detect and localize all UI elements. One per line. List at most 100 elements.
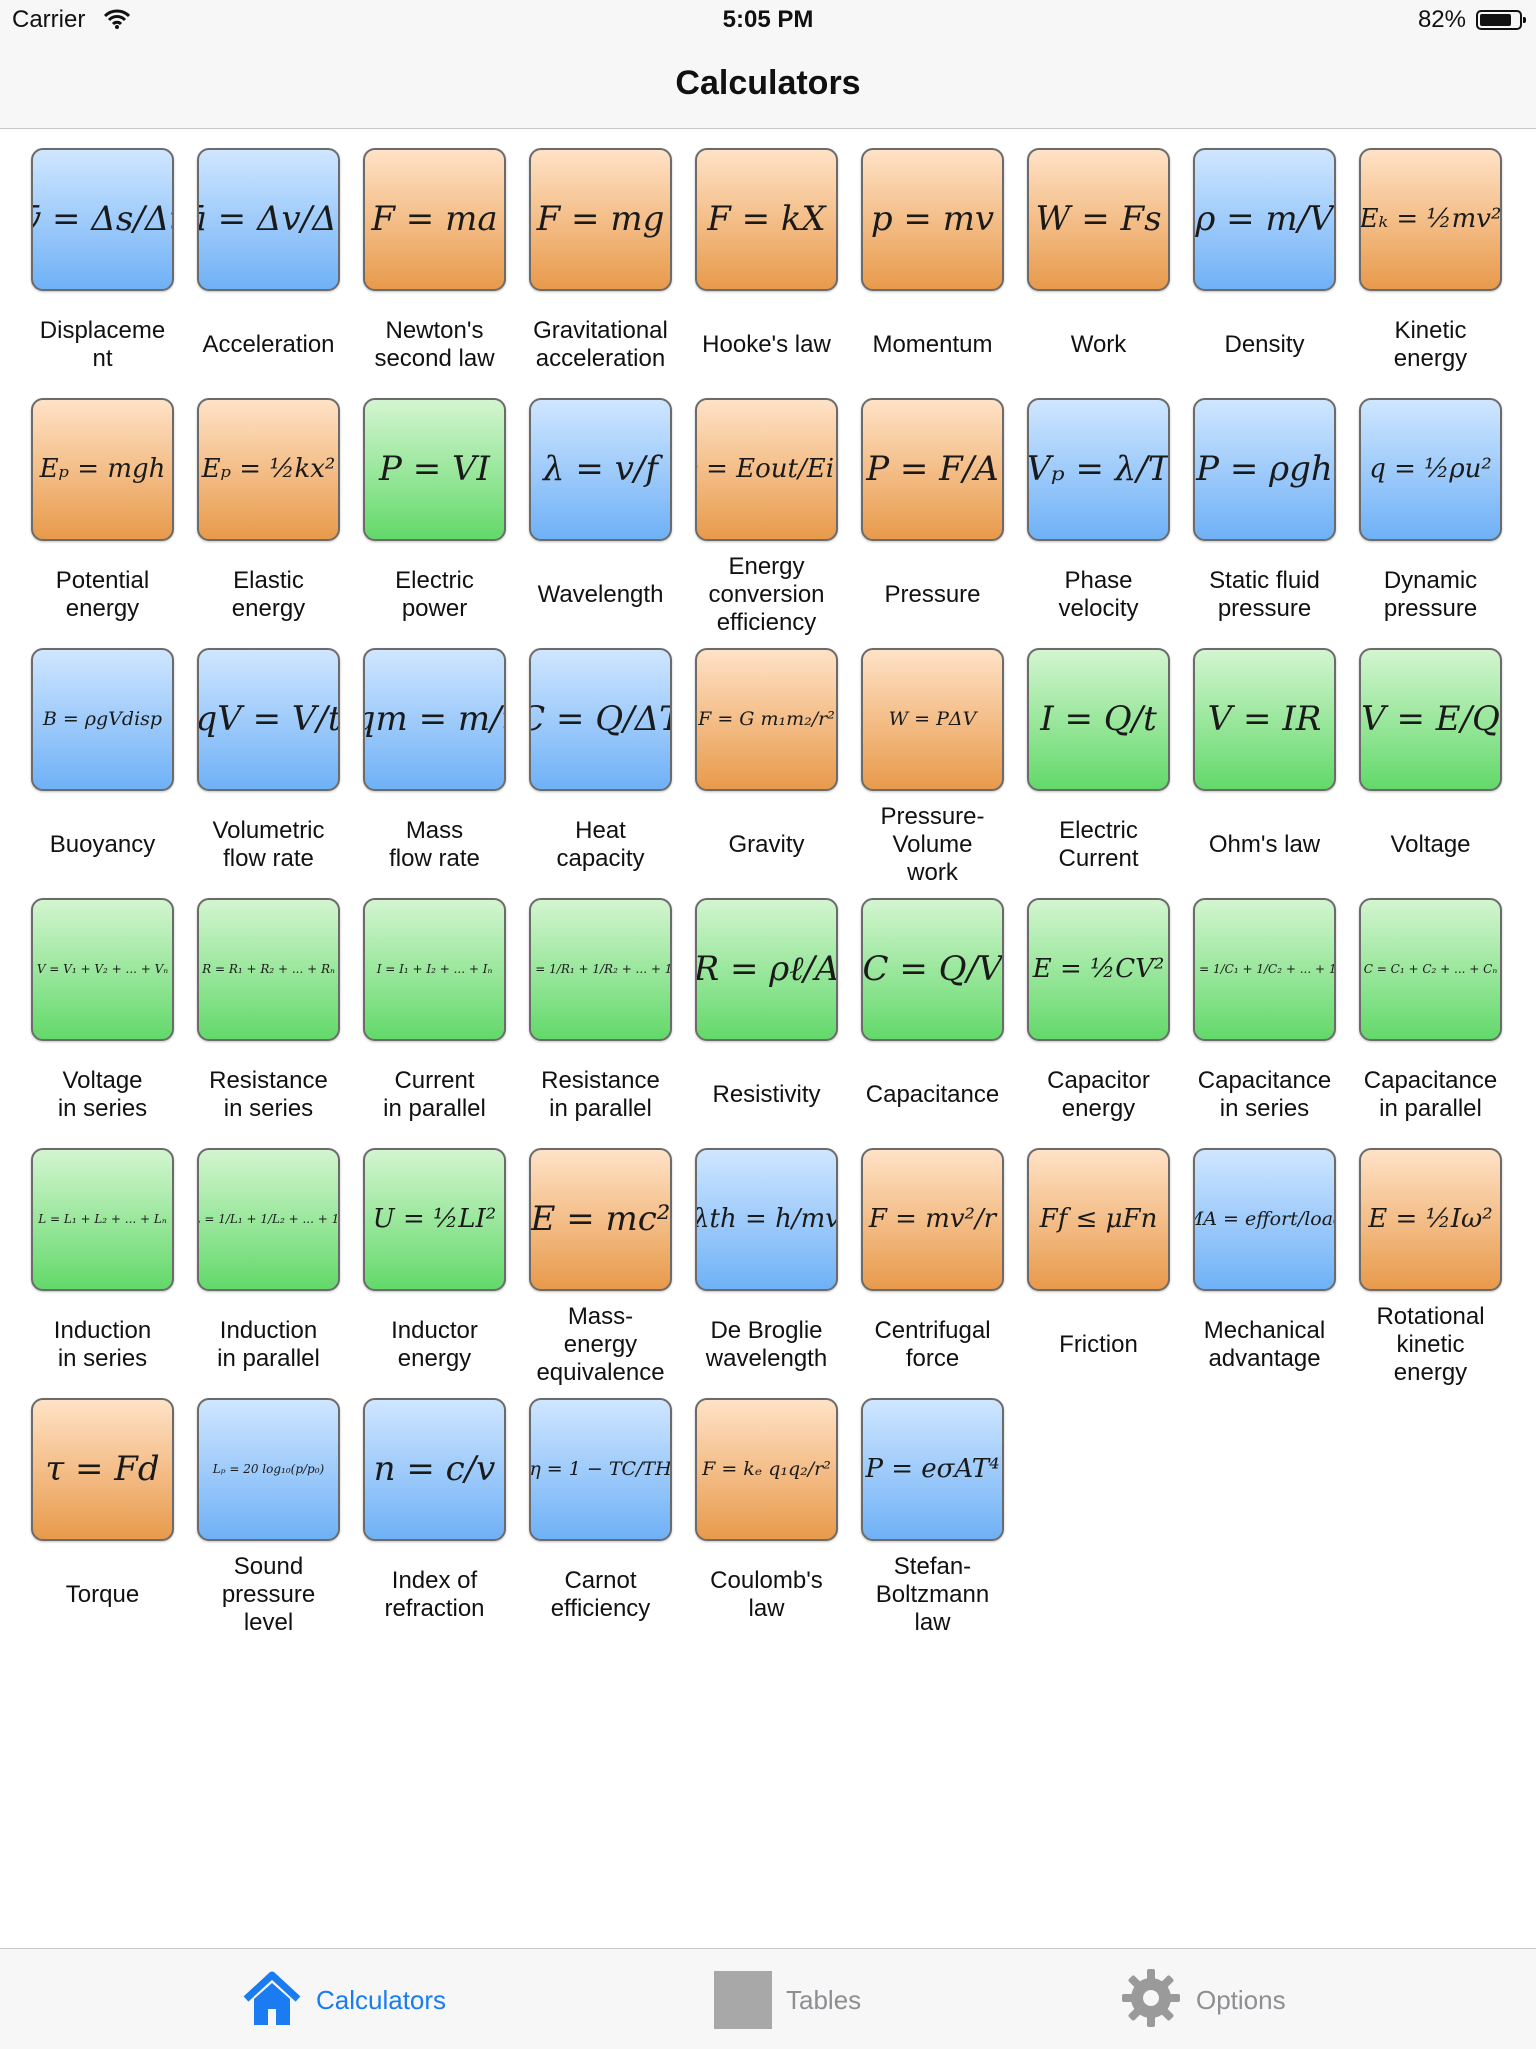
formula-tile[interactable]: L = L₁ + L₂ + ... + Lₙ: [31, 1148, 174, 1291]
calculator-tile[interactable]: P = eσAT⁴ Stefan- Boltzmann law: [861, 1398, 1004, 1648]
formula-tile[interactable]: F = ma: [363, 148, 506, 291]
formula-tile[interactable]: E = ½CV²: [1027, 898, 1170, 1041]
tab-calculators[interactable]: Calculators: [242, 1971, 446, 2025]
formula-tile[interactable]: 1/L = 1/L₁ + 1/L₂ + ... + 1/Lₙ: [197, 1148, 340, 1291]
calculator-tile[interactable]: C = Q/V Capacitance: [861, 898, 1004, 1148]
calculator-tile[interactable]: Eₚ = ½kx² Elastic energy: [197, 398, 340, 648]
formula-tile[interactable]: n = c/v: [363, 1398, 506, 1541]
formula-tile[interactable]: V = E/Q: [1359, 648, 1502, 791]
formula-tile[interactable]: I = Q/t: [1027, 648, 1170, 791]
formula-tile[interactable]: F = kₑ q₁q₂/r²: [695, 1398, 838, 1541]
calculator-tile[interactable]: P = ρgh Static fluid pressure: [1193, 398, 1336, 648]
formula-tile[interactable]: λth = h/mv: [695, 1148, 838, 1291]
tab-options[interactable]: Options: [1120, 1968, 1286, 2027]
calculator-tile[interactable]: v̄ = Δs/Δt Displaceme nt: [31, 148, 174, 398]
calculator-tile[interactable]: U = ½LI² Inductor energy: [363, 1148, 506, 1398]
calculator-tile[interactable]: W = Fs Work: [1027, 148, 1170, 398]
formula-tile[interactable]: F = kX: [695, 148, 838, 291]
formula-tile[interactable]: q = ½ρu²: [1359, 398, 1502, 541]
calculator-tile[interactable]: η = 1 − TC/TH Carnot efficiency: [529, 1398, 672, 1648]
calculator-tile[interactable]: F = ma Newton's second law: [363, 148, 506, 398]
formula-tile[interactable]: B = ρgVdisp: [31, 648, 174, 791]
calculator-tile[interactable]: F = mv²/r Centrifugal force: [861, 1148, 1004, 1398]
calculator-tile[interactable]: P = VI Electric power: [363, 398, 506, 648]
calculator-tile[interactable]: ρ = m/V Density: [1193, 148, 1336, 398]
formula-tile[interactable]: P = ρgh: [1193, 398, 1336, 541]
formula-tile[interactable]: τ = Fd: [31, 1398, 174, 1541]
calculator-tile[interactable]: λth = h/mv De Broglie wavelength: [695, 1148, 838, 1398]
calculator-tile[interactable]: F = mg Gravitational acceleration: [529, 148, 672, 398]
calculator-tile[interactable]: qV = V/t Volumetric flow rate: [197, 648, 340, 898]
formula-tile[interactable]: v̄ = Δs/Δt: [31, 148, 174, 291]
formula-tile[interactable]: P = VI: [363, 398, 506, 541]
calculator-tile[interactable]: F = kX Hooke's law: [695, 148, 838, 398]
calculator-tile[interactable]: qm = m/t Mass flow rate: [363, 648, 506, 898]
calculator-tile[interactable]: 1/R = 1/R₁ + 1/R₂ + ... + 1/Rₙ Resistance…: [529, 898, 672, 1148]
formula-tile[interactable]: p = mv: [861, 148, 1004, 291]
formula-tile[interactable]: Eₚ = mgh: [31, 398, 174, 541]
formula-tile[interactable]: C = C₁ + C₂ + ... + Cₙ: [1359, 898, 1502, 1041]
formula-tile[interactable]: 1/C = 1/C₁ + 1/C₂ + ... + 1/Cₙ: [1193, 898, 1336, 1041]
formula-tile[interactable]: V = V₁ + V₂ + ... + Vₙ: [31, 898, 174, 1041]
calculator-tile[interactable]: λ = v/f Wavelength: [529, 398, 672, 648]
calculator-tile[interactable]: E = mc² Mass- energy equivalence: [529, 1148, 672, 1398]
formula-tile[interactable]: F = mv²/r: [861, 1148, 1004, 1291]
formula-tile[interactable]: W = PΔV: [861, 648, 1004, 791]
calculator-tile[interactable]: I = I₁ + I₂ + ... + Iₙ Current in paralle…: [363, 898, 506, 1148]
formula-tile[interactable]: P = F/A: [861, 398, 1004, 541]
calculator-tile[interactable]: Vₚ = λ/T Phase velocity: [1027, 398, 1170, 648]
formula-tile[interactable]: E = ½Iω²: [1359, 1148, 1502, 1291]
tab-tables[interactable]: Tables: [714, 1971, 861, 2029]
calculator-tile[interactable]: Eₖ = ½mv² Kinetic energy: [1359, 148, 1502, 398]
calculator-tile[interactable]: τ = Fd Torque: [31, 1398, 174, 1648]
calculator-tile[interactable]: P = F/A Pressure: [861, 398, 1004, 648]
calculator-tile[interactable]: E = ½CV² Capacitor energy: [1027, 898, 1170, 1148]
formula-tile[interactable]: Eₖ = ½mv²: [1359, 148, 1502, 291]
calculator-tile[interactable]: Lₚ = 20 log₁₀(p/p₀) Sound pressure level: [197, 1398, 340, 1648]
formula-tile[interactable]: ā = Δv/Δt: [197, 148, 340, 291]
formula-tile[interactable]: qV = V/t: [197, 648, 340, 791]
formula-tile[interactable]: C = Q/V: [861, 898, 1004, 1041]
calculator-tile[interactable]: W = PΔV Pressure- Volume work: [861, 648, 1004, 898]
calculator-tile[interactable]: Eₚ = mgh Potential energy: [31, 398, 174, 648]
formula-tile[interactable]: η = 1 − TC/TH: [529, 1398, 672, 1541]
formula-tile[interactable]: qm = m/t: [363, 648, 506, 791]
calculator-tile[interactable]: V = E/Q Voltage: [1359, 648, 1502, 898]
formula-tile[interactable]: Ff ≤ μFn: [1027, 1148, 1170, 1291]
formula-tile[interactable]: R = ρℓ/A: [695, 898, 838, 1041]
calculator-tile[interactable]: C = C₁ + C₂ + ... + Cₙ Capacitance in par…: [1359, 898, 1502, 1148]
formula-tile[interactable]: 1/R = 1/R₁ + 1/R₂ + ... + 1/Rₙ: [529, 898, 672, 1041]
formula-tile[interactable]: V = IR: [1193, 648, 1336, 791]
formula-tile[interactable]: η = Eout/Ein: [695, 398, 838, 541]
formula-tile[interactable]: Eₚ = ½kx²: [197, 398, 340, 541]
calculator-tile[interactable]: E = ½Iω² Rotational kinetic energy: [1359, 1148, 1502, 1398]
calculator-tile[interactable]: C = Q/ΔT Heat capacity: [529, 648, 672, 898]
formula-tile[interactable]: F = mg: [529, 148, 672, 291]
calculator-tile[interactable]: I = Q/t Electric Current: [1027, 648, 1170, 898]
formula-tile[interactable]: F = G m₁m₂/r²: [695, 648, 838, 791]
calculator-tile[interactable]: F = kₑ q₁q₂/r² Coulomb's law: [695, 1398, 838, 1648]
calculator-tile[interactable]: B = ρgVdisp Buoyancy: [31, 648, 174, 898]
calculator-tile[interactable]: p = mv Momentum: [861, 148, 1004, 398]
calculator-tile[interactable]: F = G m₁m₂/r² Gravity: [695, 648, 838, 898]
formula-tile[interactable]: E = mc²: [529, 1148, 672, 1291]
formula-tile[interactable]: W = Fs: [1027, 148, 1170, 291]
formula-tile[interactable]: Vₚ = λ/T: [1027, 398, 1170, 541]
calculator-tile[interactable]: V = V₁ + V₂ + ... + Vₙ Voltage in series: [31, 898, 174, 1148]
calculator-tile[interactable]: q = ½ρu² Dynamic pressure: [1359, 398, 1502, 648]
formula-tile[interactable]: Lₚ = 20 log₁₀(p/p₀): [197, 1398, 340, 1541]
formula-tile[interactable]: U = ½LI²: [363, 1148, 506, 1291]
calculator-tile[interactable]: η = Eout/Ein Energy conversion efficiency: [695, 398, 838, 648]
formula-tile[interactable]: I = I₁ + I₂ + ... + Iₙ: [363, 898, 506, 1041]
formula-tile[interactable]: R = R₁ + R₂ + ... + Rₙ: [197, 898, 340, 1041]
formula-tile[interactable]: λ = v/f: [529, 398, 672, 541]
calculator-tile[interactable]: 1/C = 1/C₁ + 1/C₂ + ... + 1/Cₙ Capacitanc…: [1193, 898, 1336, 1148]
calculator-tile[interactable]: MA = effort/load Mechanical advantage: [1193, 1148, 1336, 1398]
formula-tile[interactable]: P = eσAT⁴: [861, 1398, 1004, 1541]
calculator-tile[interactable]: n = c/v Index of refraction: [363, 1398, 506, 1648]
calculator-tile[interactable]: ā = Δv/Δt Acceleration: [197, 148, 340, 398]
formula-tile[interactable]: ρ = m/V: [1193, 148, 1336, 291]
calculator-tile[interactable]: R = ρℓ/A Resistivity: [695, 898, 838, 1148]
calculator-tile[interactable]: 1/L = 1/L₁ + 1/L₂ + ... + 1/Lₙ Induction …: [197, 1148, 340, 1398]
calculator-tile[interactable]: Ff ≤ μFn Friction: [1027, 1148, 1170, 1398]
